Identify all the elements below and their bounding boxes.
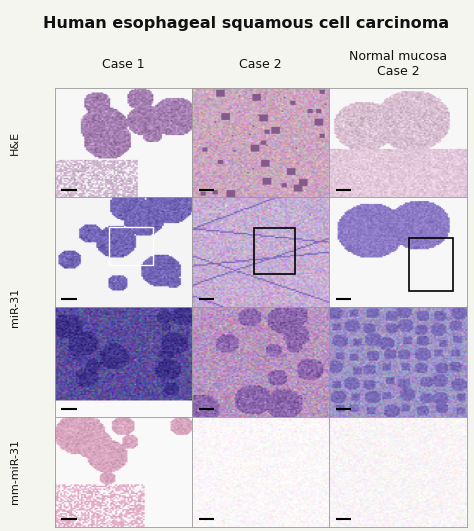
Bar bbox=[254, 228, 295, 274]
Text: mm-miR-31: mm-miR-31 bbox=[10, 439, 20, 504]
Text: miR-31: miR-31 bbox=[10, 288, 20, 327]
Text: Case 2: Case 2 bbox=[239, 58, 282, 71]
Bar bbox=[109, 227, 154, 266]
Text: Human esophageal squamous cell carcinoma: Human esophageal squamous cell carcinoma bbox=[44, 16, 449, 31]
Text: Normal mucosa
Case 2: Normal mucosa Case 2 bbox=[349, 50, 447, 78]
Bar bbox=[409, 238, 453, 290]
Text: H&E: H&E bbox=[10, 131, 20, 155]
Text: Case 1: Case 1 bbox=[102, 58, 145, 71]
